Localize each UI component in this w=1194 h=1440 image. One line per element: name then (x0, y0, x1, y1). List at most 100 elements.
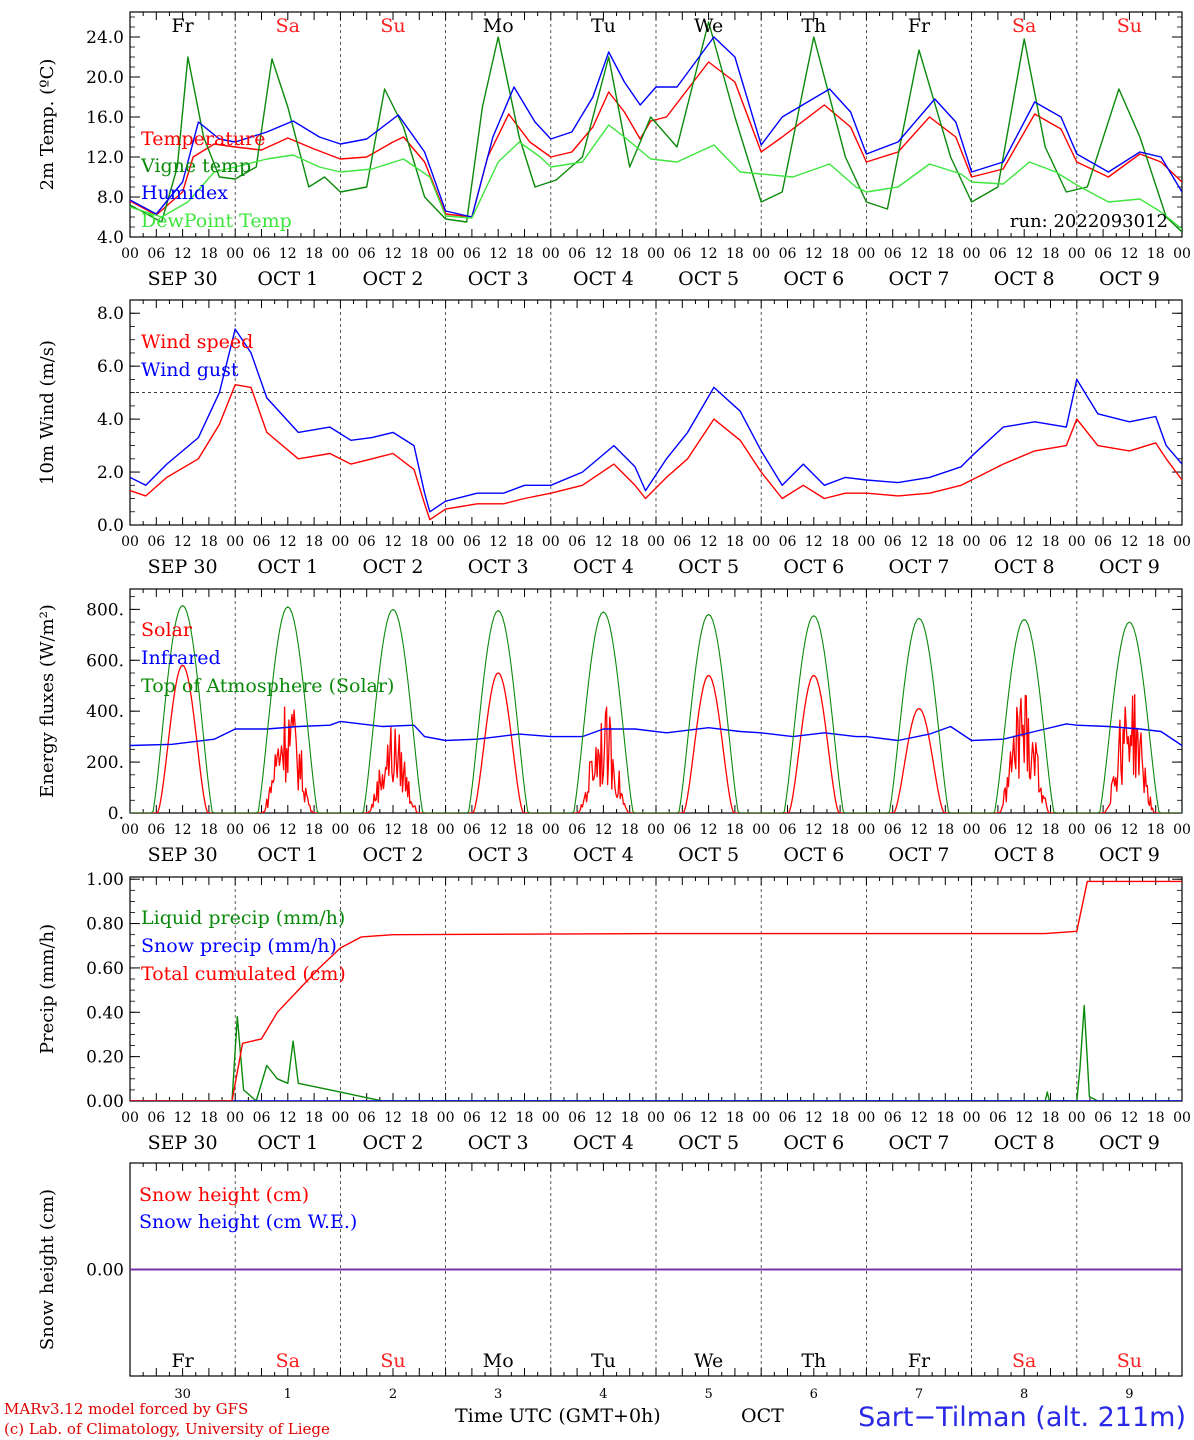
weekday-label: Sa (276, 15, 300, 37)
hour-tick-label: 00 (121, 534, 139, 550)
hour-tick-label: 12 (1015, 822, 1033, 838)
hour-tick-label: 00 (542, 1110, 560, 1126)
hour-tick-label: 00 (963, 1110, 981, 1126)
hour-tick-label: 18 (410, 246, 428, 262)
y-axis-label: 2m Temp. (ºC) (37, 59, 58, 191)
hour-tick-label: 06 (463, 822, 481, 838)
hour-tick-label: 06 (147, 534, 165, 550)
hour-tick-label: 18 (516, 822, 534, 838)
y-tick-label: 0.00 (86, 1092, 124, 1112)
station-label: Sart−Tilman (alt. 211m) (858, 1402, 1186, 1433)
day-number-label: 30 (174, 1387, 191, 1402)
series-top-of-atmosphere-solar-day (971, 618, 1077, 813)
hour-tick-label: 12 (279, 1110, 297, 1126)
hour-tick-label: 18 (410, 822, 428, 838)
hour-tick-label: 06 (358, 1110, 376, 1126)
date-label: SEP 30 (148, 556, 218, 578)
hour-tick-label: 12 (1015, 534, 1033, 550)
hour-tick-label: 12 (1120, 822, 1138, 838)
y-tick-label: 1.00 (86, 870, 124, 890)
hour-tick-label: 00 (1173, 1110, 1191, 1126)
day-number-label: 9 (1125, 1387, 1133, 1402)
date-label: OCT 9 (1099, 268, 1160, 290)
run-label: run: 2022093012 (1010, 211, 1168, 232)
hour-tick-label: 12 (594, 822, 612, 838)
series-solar-day (130, 664, 236, 813)
legend-entry: Snow height (cm) (139, 1184, 309, 1206)
date-label: SEP 30 (148, 844, 218, 866)
hour-tick-label: 00 (647, 1110, 665, 1126)
weekday-label: Mo (483, 1350, 514, 1372)
hour-tick-label: 06 (568, 1110, 586, 1126)
y-axis-label: Energy fluxes (W/m²) (37, 604, 58, 798)
hour-tick-label: 12 (279, 822, 297, 838)
hour-tick-label: 00 (437, 246, 455, 262)
y-tick-label: 0.0 (97, 516, 124, 536)
hour-tick-label: 00 (963, 246, 981, 262)
date-label: OCT 2 (363, 556, 424, 578)
date-label: OCT 8 (994, 268, 1055, 290)
hour-tick-label: 00 (1173, 822, 1191, 838)
y-tick-label: 24.0 (86, 28, 124, 48)
hour-tick-label: 00 (331, 246, 349, 262)
hour-tick-label: 06 (884, 1110, 902, 1126)
hour-tick-label: 06 (989, 1110, 1007, 1126)
hour-tick-label: 00 (437, 534, 455, 550)
hour-tick-label: 06 (989, 534, 1007, 550)
series-total-cumulated-cm-line (130, 880, 1182, 1101)
date-label: OCT 2 (363, 1132, 424, 1154)
date-label: SEP 30 (148, 1132, 218, 1154)
hour-tick-label: 06 (673, 1110, 691, 1126)
date-label: OCT 5 (678, 556, 739, 578)
hour-tick-label: 06 (463, 534, 481, 550)
legend-entry: Infrared (141, 647, 221, 669)
hour-tick-label: 18 (410, 534, 428, 550)
y-tick-label: 0.40 (86, 1003, 124, 1023)
legend-entry: Solar (141, 619, 193, 641)
date-label: OCT 6 (783, 268, 844, 290)
hour-tick-label: 12 (700, 1110, 718, 1126)
series-group (130, 880, 1182, 1101)
y-tick-label: 200. (86, 753, 124, 773)
y-tick-label: 400. (86, 702, 124, 722)
weekday-label: Su (1117, 1350, 1142, 1372)
hour-tick-label: 00 (647, 246, 665, 262)
date-label: OCT 8 (994, 844, 1055, 866)
hour-tick-label: 06 (884, 534, 902, 550)
weekday-label: Sa (1012, 1350, 1036, 1372)
hour-tick-label: 12 (174, 822, 192, 838)
hour-tick-label: 00 (331, 534, 349, 550)
hour-tick-label: 06 (253, 246, 271, 262)
hour-tick-label: 18 (410, 1110, 428, 1126)
legend-entry: Top of Atmosphere (Solar) (141, 675, 394, 697)
hour-tick-label: 12 (279, 246, 297, 262)
series-infrared-line (130, 720, 1182, 747)
weekday-label: Fr (171, 15, 194, 37)
day-number-label: 6 (810, 1387, 818, 1402)
hour-tick-label: 18 (831, 246, 849, 262)
time-axis-label: Time UTC (GMT+0h) (455, 1405, 661, 1427)
series-solar-day (656, 674, 762, 813)
weekday-label: Tu (591, 1350, 616, 1372)
series-top-of-atmosphere-solar-day (340, 608, 446, 813)
hour-tick-label: 12 (384, 822, 402, 838)
date-label: OCT 7 (889, 844, 950, 866)
weekday-label: Fr (908, 1350, 931, 1372)
hour-tick-label: 00 (226, 246, 244, 262)
hour-tick-label: 18 (831, 1110, 849, 1126)
y-tick-label: 6.0 (97, 357, 124, 377)
series-solar-day (235, 706, 341, 813)
hour-tick-label: 06 (568, 822, 586, 838)
series-group (130, 21, 1182, 233)
hour-tick-label: 12 (174, 1110, 192, 1126)
panel-3: 0. 200. 400. 600. 800. Energy fluxes (W/m²) So… (37, 588, 1191, 866)
hour-tick-label: 00 (542, 246, 560, 262)
weekday-label: Mo (483, 15, 514, 37)
hour-tick-label: 12 (489, 246, 507, 262)
hour-tick-label: 00 (752, 246, 770, 262)
hour-tick-label: 12 (1120, 246, 1138, 262)
date-label: OCT 8 (994, 1132, 1055, 1154)
panel-4: 0.00 0.20 0.40 0.60 0.80 1.00 Precip (mm/h) Liq… (37, 870, 1191, 1154)
hour-tick-label: 00 (1173, 246, 1191, 262)
y-tick-label: 2.0 (97, 463, 124, 483)
